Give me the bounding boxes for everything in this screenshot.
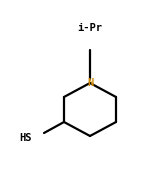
Text: HS: HS: [20, 133, 32, 143]
Text: N: N: [87, 78, 93, 88]
Text: i-Pr: i-Pr: [77, 23, 103, 33]
